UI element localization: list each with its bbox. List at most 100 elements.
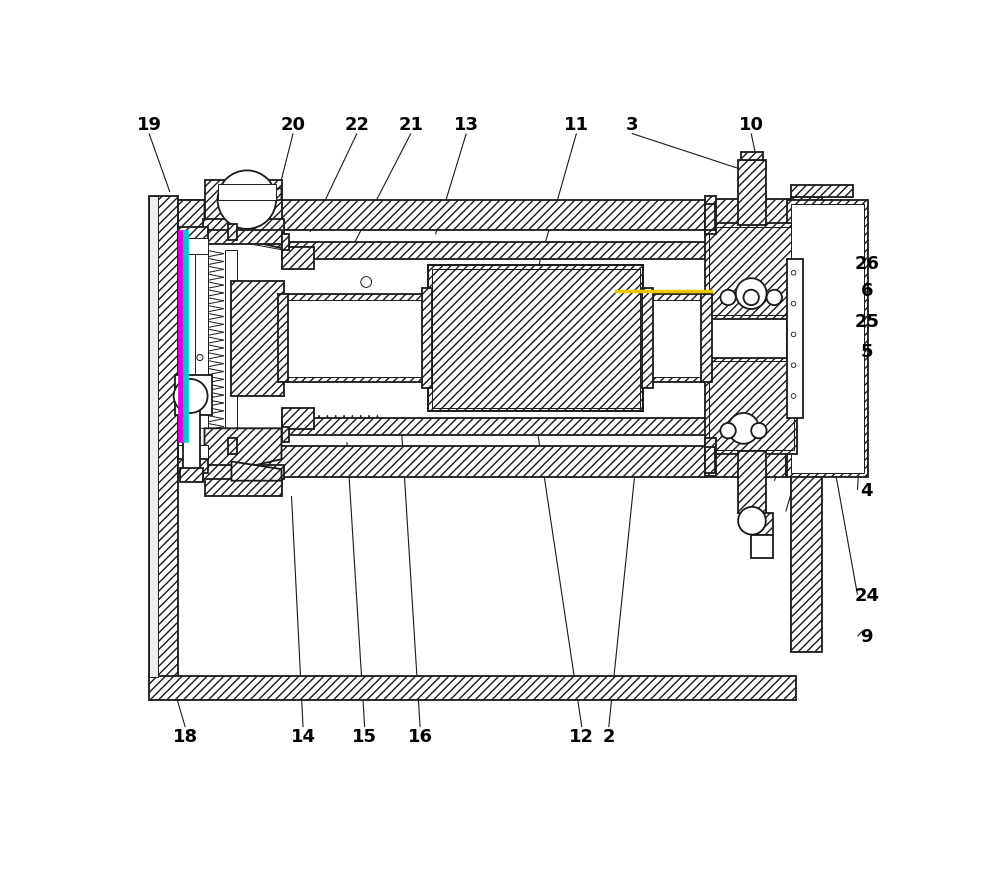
- Bar: [278, 295, 288, 382]
- Polygon shape: [205, 202, 282, 249]
- Circle shape: [767, 290, 782, 306]
- Text: 25: 25: [854, 312, 879, 330]
- Bar: [642, 289, 653, 388]
- Text: 11: 11: [564, 116, 589, 134]
- Bar: [751, 535, 773, 558]
- Circle shape: [751, 423, 767, 439]
- Bar: [231, 447, 786, 477]
- Text: 16: 16: [408, 727, 433, 746]
- Bar: [738, 161, 766, 226]
- Polygon shape: [205, 428, 282, 477]
- Bar: [205, 230, 282, 244]
- Circle shape: [738, 507, 766, 535]
- Text: 20: 20: [281, 116, 306, 134]
- Text: 4: 4: [860, 481, 873, 500]
- Text: 22: 22: [344, 116, 369, 134]
- Text: 26: 26: [854, 255, 879, 273]
- Bar: [175, 375, 212, 415]
- Bar: [428, 266, 643, 412]
- Circle shape: [720, 423, 736, 439]
- Bar: [282, 235, 289, 250]
- Bar: [183, 412, 200, 469]
- Circle shape: [174, 380, 208, 414]
- Bar: [178, 460, 208, 474]
- Bar: [282, 418, 709, 435]
- Bar: [178, 231, 183, 442]
- Bar: [203, 220, 284, 235]
- Bar: [705, 200, 797, 230]
- Text: 13: 13: [454, 116, 479, 134]
- Bar: [701, 295, 712, 382]
- Bar: [149, 196, 178, 677]
- Circle shape: [791, 395, 796, 399]
- Text: 15: 15: [352, 727, 377, 746]
- Bar: [149, 196, 158, 677]
- Circle shape: [791, 271, 796, 275]
- Bar: [228, 439, 237, 454]
- Bar: [231, 295, 709, 382]
- Circle shape: [218, 171, 276, 229]
- Circle shape: [791, 302, 796, 307]
- Polygon shape: [231, 189, 282, 208]
- Text: 24: 24: [854, 586, 879, 604]
- Circle shape: [744, 290, 759, 306]
- Circle shape: [361, 277, 372, 289]
- Bar: [705, 223, 797, 320]
- Bar: [705, 438, 716, 476]
- Bar: [218, 185, 276, 201]
- Polygon shape: [178, 428, 282, 477]
- Text: 3: 3: [626, 116, 638, 134]
- Bar: [203, 466, 284, 480]
- Bar: [178, 228, 208, 242]
- Circle shape: [736, 279, 767, 309]
- Bar: [787, 260, 803, 418]
- Bar: [705, 196, 716, 235]
- Bar: [738, 452, 766, 514]
- Text: 10: 10: [739, 116, 764, 134]
- Bar: [183, 231, 188, 442]
- Circle shape: [197, 355, 203, 362]
- Bar: [432, 269, 640, 408]
- Text: 14: 14: [291, 727, 316, 746]
- Text: 5: 5: [860, 343, 873, 361]
- Text: 12: 12: [569, 727, 594, 746]
- Bar: [751, 514, 773, 535]
- Bar: [428, 266, 643, 412]
- Bar: [282, 301, 709, 377]
- Bar: [231, 282, 284, 396]
- Bar: [741, 153, 763, 161]
- Bar: [705, 358, 797, 454]
- Bar: [422, 289, 432, 388]
- Text: 9: 9: [860, 627, 873, 646]
- Bar: [228, 225, 237, 241]
- Text: 2: 2: [602, 727, 615, 746]
- Bar: [231, 201, 786, 231]
- Bar: [709, 362, 794, 450]
- Bar: [705, 448, 715, 474]
- Bar: [791, 186, 853, 198]
- Text: 6: 6: [860, 282, 873, 300]
- Bar: [791, 204, 864, 474]
- Bar: [282, 428, 289, 442]
- Bar: [178, 446, 208, 460]
- Bar: [149, 676, 796, 700]
- Bar: [787, 201, 868, 477]
- Bar: [180, 469, 203, 482]
- Bar: [791, 198, 822, 652]
- Bar: [195, 250, 208, 442]
- Bar: [705, 204, 715, 230]
- Bar: [205, 182, 282, 223]
- Bar: [282, 408, 314, 429]
- Polygon shape: [231, 462, 282, 481]
- Circle shape: [728, 414, 759, 444]
- Bar: [282, 242, 709, 260]
- Text: 21: 21: [398, 116, 423, 134]
- Bar: [282, 249, 314, 269]
- Circle shape: [791, 363, 796, 368]
- Polygon shape: [178, 447, 231, 477]
- Bar: [709, 228, 794, 315]
- Polygon shape: [178, 201, 231, 231]
- Text: 18: 18: [173, 727, 198, 746]
- Bar: [225, 250, 237, 442]
- Circle shape: [720, 290, 736, 306]
